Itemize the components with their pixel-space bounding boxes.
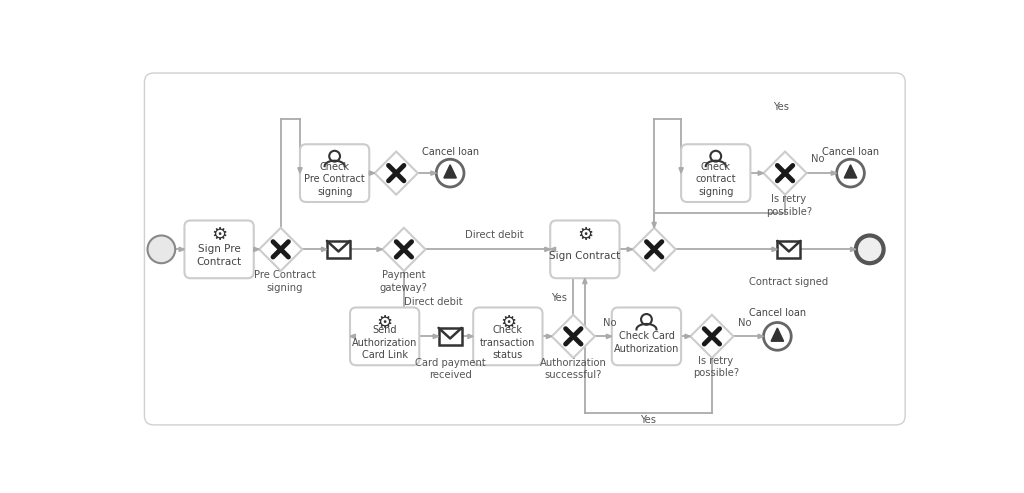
Polygon shape <box>606 334 611 339</box>
Text: Authorization
successful?: Authorization successful? <box>540 357 607 380</box>
Text: Card payment
received: Card payment received <box>415 357 485 380</box>
Text: Cancel loan: Cancel loan <box>422 146 478 157</box>
Polygon shape <box>545 247 550 251</box>
Text: Send
Authorization
Card Link: Send Authorization Card Link <box>352 325 418 360</box>
Circle shape <box>856 236 884 263</box>
Polygon shape <box>259 228 302 271</box>
Polygon shape <box>443 165 457 178</box>
Polygon shape <box>771 328 783 341</box>
Text: Cancel loan: Cancel loan <box>749 308 806 318</box>
Text: Is retry
possible?: Is retry possible? <box>692 356 739 378</box>
Polygon shape <box>633 228 676 271</box>
FancyBboxPatch shape <box>681 144 751 202</box>
FancyBboxPatch shape <box>300 144 370 202</box>
Polygon shape <box>550 247 556 251</box>
Text: Check
contract
signing: Check contract signing <box>695 162 736 197</box>
Polygon shape <box>375 151 418 195</box>
Text: No: No <box>603 317 616 327</box>
Text: ⚙: ⚙ <box>211 226 227 245</box>
FancyBboxPatch shape <box>184 220 254 278</box>
FancyBboxPatch shape <box>438 328 462 345</box>
Polygon shape <box>254 247 259 251</box>
Text: Direct debit: Direct debit <box>465 231 523 241</box>
Circle shape <box>330 151 340 162</box>
Polygon shape <box>831 171 837 176</box>
Polygon shape <box>758 334 764 339</box>
Circle shape <box>436 159 464 187</box>
Text: Cancel loan: Cancel loan <box>822 146 879 157</box>
Text: No: No <box>738 317 752 327</box>
Text: Check
transaction
status: Check transaction status <box>480 325 536 360</box>
Polygon shape <box>652 222 656 228</box>
FancyBboxPatch shape <box>550 220 620 278</box>
Text: ⚙: ⚙ <box>577 226 593 245</box>
Polygon shape <box>851 247 856 251</box>
Text: No: No <box>811 154 824 164</box>
Polygon shape <box>758 171 764 176</box>
Polygon shape <box>764 151 807 195</box>
Polygon shape <box>350 334 355 339</box>
Polygon shape <box>552 315 595 358</box>
FancyBboxPatch shape <box>350 308 419 365</box>
Polygon shape <box>370 171 375 176</box>
Text: Check
Pre Contract
signing: Check Pre Contract signing <box>304 162 365 197</box>
Polygon shape <box>377 247 382 251</box>
FancyBboxPatch shape <box>611 308 681 365</box>
Text: Yes: Yes <box>640 415 656 424</box>
Polygon shape <box>433 334 438 339</box>
Polygon shape <box>679 168 683 173</box>
Polygon shape <box>322 247 327 251</box>
Text: ⚙: ⚙ <box>500 314 516 331</box>
Text: Sign Pre
Contract: Sign Pre Contract <box>197 245 242 267</box>
Text: Yes: Yes <box>773 102 790 112</box>
Text: Contract signed: Contract signed <box>750 277 828 287</box>
Polygon shape <box>690 315 733 358</box>
Circle shape <box>837 159 864 187</box>
Polygon shape <box>772 247 777 251</box>
Text: Direct debit: Direct debit <box>403 297 463 308</box>
Polygon shape <box>685 334 690 339</box>
Polygon shape <box>547 334 552 339</box>
Text: Is retry
possible?: Is retry possible? <box>766 194 812 216</box>
FancyBboxPatch shape <box>777 241 801 258</box>
Polygon shape <box>844 165 857 178</box>
Polygon shape <box>298 168 302 173</box>
FancyBboxPatch shape <box>144 73 905 425</box>
Circle shape <box>641 314 652 325</box>
Text: ⚙: ⚙ <box>377 314 393 331</box>
Text: Payment
gateway?: Payment gateway? <box>380 271 428 293</box>
Polygon shape <box>179 247 184 251</box>
Circle shape <box>764 322 792 350</box>
FancyBboxPatch shape <box>473 308 543 365</box>
Circle shape <box>147 236 175 263</box>
Polygon shape <box>583 278 587 283</box>
Polygon shape <box>431 171 436 176</box>
Circle shape <box>711 151 721 162</box>
Polygon shape <box>382 228 425 271</box>
Text: Sign Contract: Sign Contract <box>549 250 621 260</box>
Text: Check Card
Authorization: Check Card Authorization <box>613 331 679 353</box>
Polygon shape <box>628 247 633 251</box>
Polygon shape <box>468 334 473 339</box>
Text: Pre Contract
signing: Pre Contract signing <box>254 271 315 293</box>
FancyBboxPatch shape <box>327 241 350 258</box>
Text: Yes: Yes <box>552 293 567 303</box>
